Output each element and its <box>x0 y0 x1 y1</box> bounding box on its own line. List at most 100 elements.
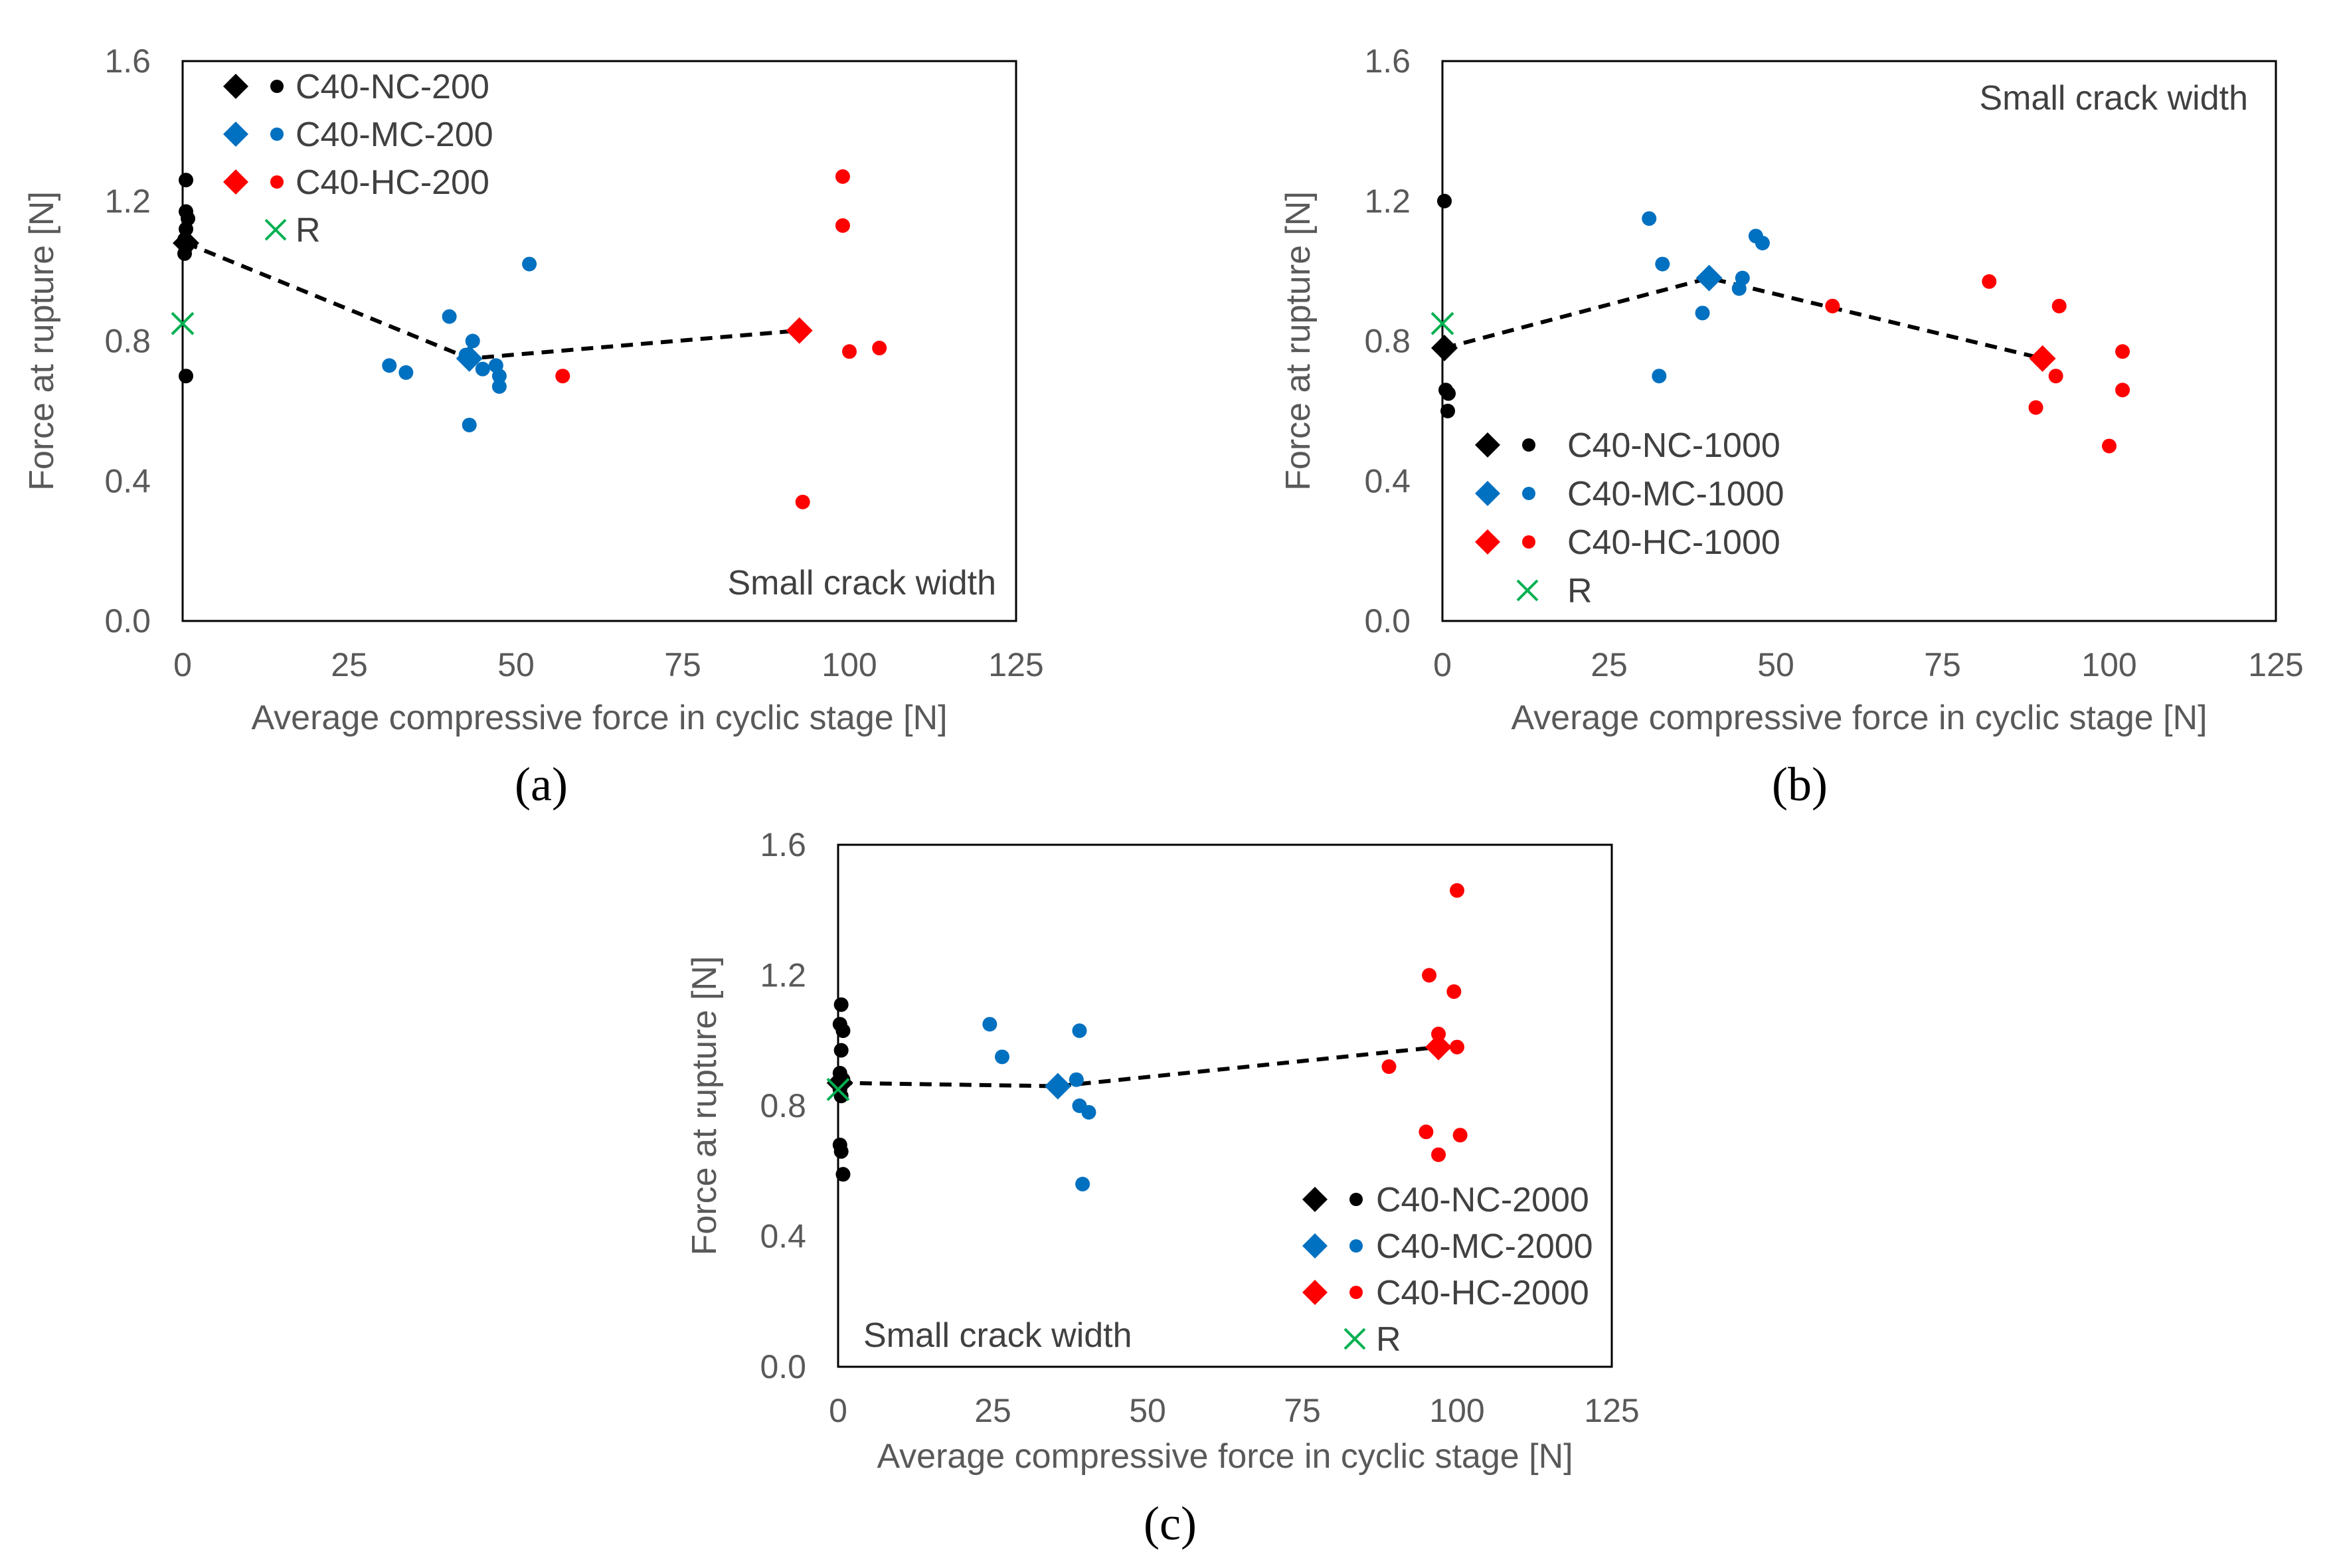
legend-marker-dot <box>1522 535 1535 549</box>
data-point <box>465 333 480 349</box>
legend-marker-dot <box>270 128 284 141</box>
x-tick-label: 100 <box>821 646 877 683</box>
data-point <box>795 494 810 509</box>
data-point <box>1422 968 1437 983</box>
legend-marker-diamond <box>223 122 248 147</box>
legend-label: C40-MC-200 <box>296 116 493 154</box>
data-point <box>1446 984 1462 1000</box>
data-point <box>1655 256 1670 272</box>
x-tick-label: 50 <box>1757 646 1794 683</box>
data-point <box>522 256 537 272</box>
legend-label: C40-HC-200 <box>296 163 489 202</box>
legend-marker-dot <box>1522 487 1535 500</box>
legend-label: R <box>1567 572 1593 610</box>
panel-label: (c) <box>1144 1497 1197 1550</box>
legend-marker-diamond <box>223 169 248 195</box>
legend-label: C40-HC-2000 <box>1376 1274 1589 1312</box>
data-point <box>1450 883 1464 898</box>
data-point <box>1652 369 1667 384</box>
panel-label: (a) <box>515 758 568 811</box>
y-axis-title: Force at rupture [N] <box>1279 191 1318 491</box>
data-point <box>835 1023 851 1039</box>
data-point <box>1731 281 1747 296</box>
data-point <box>462 417 477 432</box>
legend: C40-NC-200 C40-MC-200 C40-HC-200 R <box>223 68 493 250</box>
legend-marker-dot <box>1349 1193 1363 1206</box>
mean-marker <box>456 345 483 372</box>
legend-label: C40-NC-2000 <box>1376 1181 1589 1219</box>
legend-marker-diamond <box>1302 1187 1328 1212</box>
data-point <box>1431 1147 1446 1162</box>
legend: C40-NC-2000 C40-MC-2000 C40-HC-2000 R <box>1302 1181 1593 1359</box>
legend-marker-cross <box>264 218 287 241</box>
trend-line <box>185 241 800 361</box>
x-tick-label: 25 <box>1591 646 1628 683</box>
x-tick-label: 75 <box>1924 646 1961 683</box>
y-tick-label: 1.6 <box>104 43 151 80</box>
data-point <box>982 1017 997 1032</box>
mean-marker <box>1425 1033 1452 1061</box>
data-point <box>835 1167 851 1182</box>
x-tick-label: 50 <box>1129 1392 1166 1429</box>
x-axis-title: Average compressive force in cyclic stag… <box>877 1437 1573 1476</box>
data-point <box>1450 1039 1464 1055</box>
legend: C40-NC-1000 C40-MC-1000 C40-HC-1000 R <box>1475 426 1784 610</box>
data-point <box>1452 1128 1468 1143</box>
y-tick-label: 0.8 <box>104 323 151 360</box>
mean-marker <box>2029 345 2056 372</box>
y-tick-label: 0.0 <box>760 1348 806 1385</box>
data-point <box>179 173 194 188</box>
y-tick-label: 1.6 <box>1364 43 1411 80</box>
legend-marker-dot <box>1522 438 1535 452</box>
legend-marker-diamond <box>1475 432 1500 458</box>
y-tick-label: 1.2 <box>104 183 151 220</box>
data-point <box>835 218 850 233</box>
chart-panel-2: 0 25 50 75 100 125 0.0 0.4 0.8 1.2 1.6 Average comp… <box>1279 43 2304 811</box>
mean-marker <box>1044 1073 1071 1100</box>
y-tick-label: 0.4 <box>104 462 151 499</box>
mean-marker <box>786 317 813 344</box>
data-point <box>2048 369 2063 384</box>
data-point <box>2102 438 2117 454</box>
data-point <box>475 361 490 377</box>
x-axis-title: Average compressive force in cyclic stag… <box>251 699 947 737</box>
legend-label: R <box>1376 1320 1401 1359</box>
data-point <box>1755 235 1770 250</box>
legend-marker-cross <box>1343 1328 1366 1350</box>
chart-panel-1: 0 25 50 75 100 125 0.0 0.4 0.8 1.2 1.6 Average comp… <box>23 43 1044 811</box>
chart-panel-3: 0 25 50 75 100 125 0.0 0.4 0.8 1.2 1.6 Average comp… <box>685 826 1640 1550</box>
mean-marker <box>1695 264 1723 292</box>
data-point <box>994 1049 1009 1065</box>
legend-marker-cross <box>1516 579 1539 602</box>
x-tick-label: 125 <box>2248 646 2303 683</box>
data-point <box>1075 1176 1090 1191</box>
data-point <box>1695 305 1710 321</box>
data-point <box>842 344 857 359</box>
trend-line <box>839 1045 1439 1089</box>
legend-marker-diamond <box>1302 1233 1328 1259</box>
data-point <box>1419 1124 1434 1140</box>
data-point <box>2115 344 2130 359</box>
legend-marker-diamond <box>223 74 248 99</box>
legend-label: C40-MC-1000 <box>1567 475 1784 513</box>
reference-point <box>171 311 195 335</box>
data-point <box>1081 1104 1096 1120</box>
x-tick-label: 75 <box>1284 1392 1321 1429</box>
data-point <box>835 169 850 184</box>
data-point <box>555 369 570 384</box>
trend-line <box>1444 276 2043 361</box>
y-tick-label: 1.2 <box>760 957 806 994</box>
data-point <box>382 358 397 373</box>
y-tick-label: 0.8 <box>760 1087 806 1124</box>
reference-point <box>826 1078 850 1101</box>
data-point <box>398 365 414 380</box>
data-point <box>2028 400 2043 415</box>
x-axis-title: Average compressive force in cyclic stag… <box>1511 699 2207 737</box>
data-point <box>491 369 507 384</box>
legend-marker-dot <box>270 80 284 93</box>
legend-marker-dot <box>1349 1286 1363 1299</box>
plot-frame <box>837 843 1613 1368</box>
data-point <box>833 1144 849 1159</box>
mean-marker <box>826 1069 853 1096</box>
